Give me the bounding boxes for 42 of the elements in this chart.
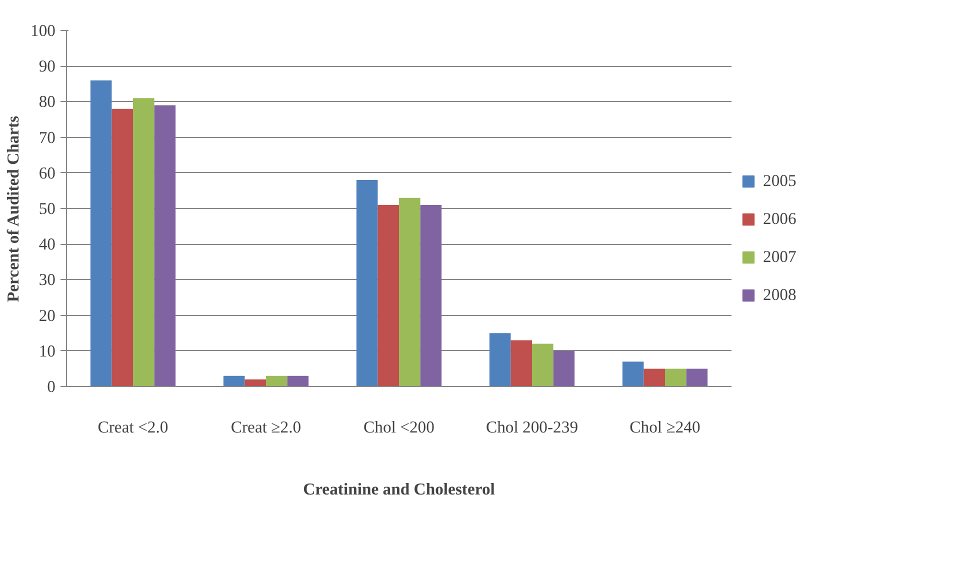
y-tick-label: 100 xyxy=(30,21,56,40)
legend-label: 2005 xyxy=(763,170,796,190)
bar xyxy=(489,333,511,386)
y-tick-label: 30 xyxy=(38,270,56,290)
y-tick-label: 80 xyxy=(38,92,56,112)
bar xyxy=(90,80,112,386)
x-tick-label: Chol ≥240 xyxy=(630,418,700,436)
bar xyxy=(644,368,665,386)
x-axis-title: Creatinine and Cholesterol xyxy=(303,480,496,498)
y-tick-label: 20 xyxy=(38,306,56,325)
bar xyxy=(223,376,245,386)
y-tick-label: 10 xyxy=(38,341,56,360)
bar xyxy=(244,379,266,386)
bar xyxy=(399,198,420,386)
bar xyxy=(266,376,288,386)
bar xyxy=(665,368,686,386)
x-tick-label: Creat <2.0 xyxy=(98,418,168,436)
x-tick-label: Chol 200-239 xyxy=(486,418,578,436)
bar xyxy=(510,340,532,386)
legend-label: 2007 xyxy=(763,246,796,266)
bar xyxy=(553,350,575,386)
bar xyxy=(622,362,644,386)
legend-label: 2008 xyxy=(763,284,796,304)
bar xyxy=(287,376,309,386)
y-tick-label: 40 xyxy=(38,234,56,254)
bar xyxy=(112,108,133,386)
bar xyxy=(686,368,708,386)
bar xyxy=(378,204,399,386)
y-tick-label: 0 xyxy=(47,377,56,396)
bar xyxy=(532,344,554,386)
y-tick-label: 50 xyxy=(38,199,56,218)
x-tick-label: Creat ≥2.0 xyxy=(230,418,302,436)
y-tick-label: 70 xyxy=(38,128,56,147)
y-tick-label: 90 xyxy=(38,56,56,76)
y-axis-title: Percent of Audited Charts xyxy=(4,115,23,302)
bar xyxy=(133,98,154,386)
bar xyxy=(154,105,176,386)
bar xyxy=(356,180,378,386)
bar xyxy=(420,204,442,386)
x-tick-label: Chol <200 xyxy=(364,418,434,436)
y-tick-label: 60 xyxy=(38,163,56,182)
legend-label: 2006 xyxy=(763,208,796,228)
